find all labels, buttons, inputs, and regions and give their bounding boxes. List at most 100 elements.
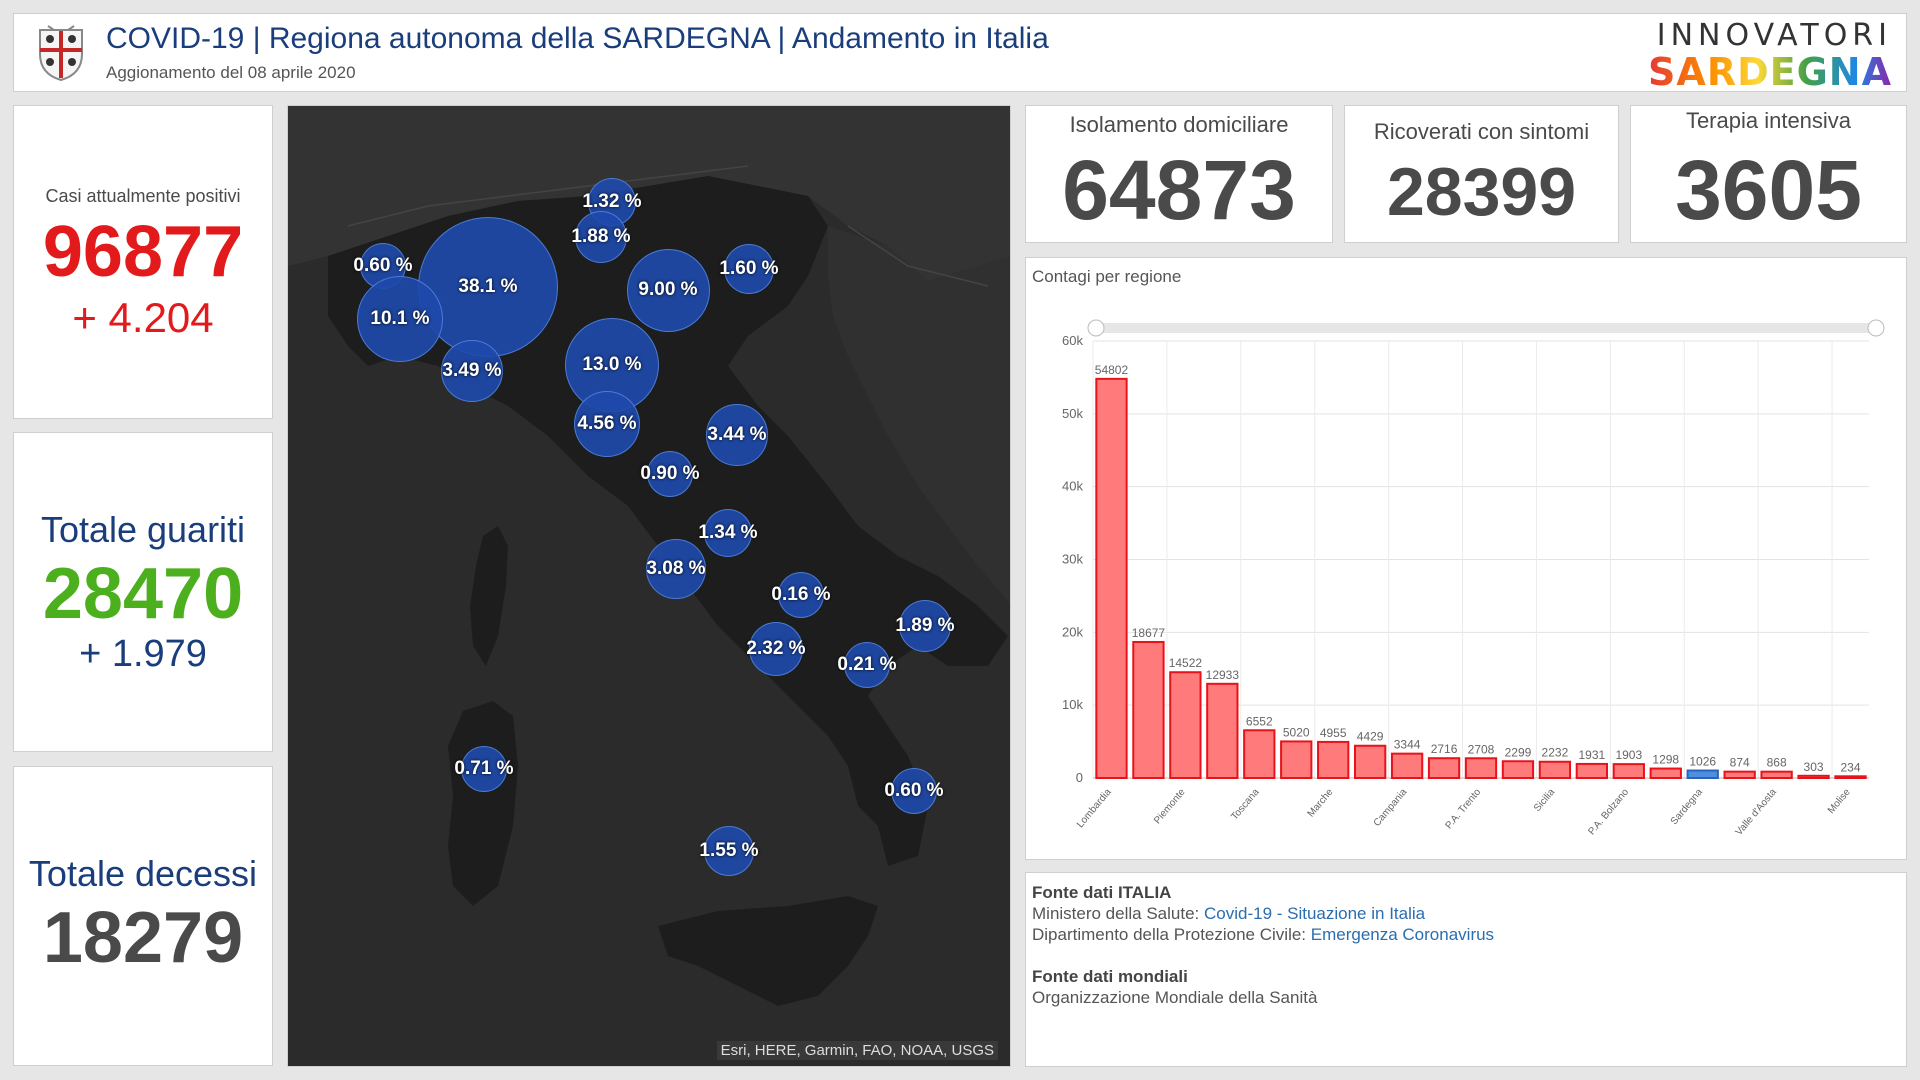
y-tick-label: 50k: [1062, 406, 1083, 421]
range-slider-right-handle[interactable]: [1867, 319, 1885, 337]
bar-value-label: 3344: [1394, 738, 1421, 752]
bar-value-label: 5020: [1283, 725, 1310, 739]
region-bubble-label: 0.71 %: [454, 758, 514, 779]
source-line-ministry: Ministero della Salute: Covid-19 - Situa…: [1032, 903, 1900, 924]
region-bubble-label: 0.90 %: [640, 463, 700, 484]
x-tick-label: Sicilia: [1532, 787, 1557, 814]
update-date: Aggionamento del 08 aprile 2020: [106, 63, 356, 82]
x-tick-label: Campania: [1372, 787, 1410, 829]
bar[interactable]: [1649, 767, 1682, 780]
bar[interactable]: [1501, 760, 1535, 779]
hospitalized-value: 28399: [1386, 154, 1577, 230]
positive-delta: + 4.204: [72, 294, 214, 341]
region-bubble-label: 1.60 %: [719, 257, 779, 279]
bar[interactable]: [1132, 640, 1165, 779]
region-bubble-label: 3.44 %: [707, 423, 767, 445]
bar[interactable]: [1390, 752, 1424, 779]
region-bubble-label: 0.60 %: [884, 780, 944, 801]
region-bubble-label: 3.08 %: [646, 557, 706, 579]
region-bubble-label: 1.88 %: [571, 225, 631, 247]
bar[interactable]: [1280, 740, 1313, 779]
bar[interactable]: [1538, 760, 1572, 779]
region-bubble-label: 0.16 %: [771, 584, 831, 605]
y-tick-label: 30k: [1062, 552, 1083, 567]
bar[interactable]: [1353, 744, 1387, 780]
bar[interactable]: [1464, 757, 1498, 779]
card-positive-cases: Casi attualmente positivi 96877 + 4.204: [13, 105, 273, 419]
map-attribution: Esri, HERE, Garmin, FAO, NOAA, USGS: [716, 1041, 998, 1060]
y-tick-label: 60k: [1062, 333, 1083, 348]
region-bubble[interactable]: 0.60 %: [884, 768, 944, 814]
y-tick-label: 40k: [1062, 479, 1083, 494]
region-bubble-label: 3.49 %: [442, 359, 502, 381]
world-source-title: Fonte dati mondiali: [1032, 967, 1188, 986]
intensive-care-value: 3605: [1675, 143, 1862, 237]
bar-value-label: 2716: [1431, 742, 1458, 756]
region-bubble-label: 1.32 %: [582, 190, 642, 212]
bar[interactable]: [1575, 762, 1609, 779]
hospitalized-label: Ricoverati con sintomi: [1373, 119, 1590, 144]
bar[interactable]: [1317, 740, 1350, 779]
kpi-hospitalized: Ricoverati con sintomi 28399: [1344, 105, 1619, 243]
bar[interactable]: [1797, 774, 1830, 780]
bar[interactable]: [1169, 671, 1202, 780]
civil-protection-link[interactable]: Emergenza Coronavirus: [1310, 925, 1495, 944]
ministry-link[interactable]: Covid-19 - Situazione in Italia: [1203, 904, 1426, 923]
region-bubble[interactable]: 10.1 %: [356, 275, 444, 363]
region-bubble[interactable]: 4.56 %: [573, 390, 641, 458]
region-bubble[interactable]: 9.00 %: [626, 248, 710, 332]
region-bubble[interactable]: 3.08 %: [646, 539, 706, 599]
bar[interactable]: [1612, 763, 1645, 780]
bar[interactable]: [1095, 377, 1128, 779]
region-bubble[interactable]: 3.44 %: [706, 404, 768, 466]
brand-logo-top: INNOVATORI: [1656, 18, 1892, 53]
source-line-civil-protection: Dipartimento della Protezione Civile: Em…: [1032, 924, 1900, 945]
range-slider-track: [1096, 323, 1876, 333]
bar-value-label: 18677: [1132, 626, 1166, 640]
kpi-intensive-care: Terapia intensiva 3605: [1630, 105, 1907, 243]
home-isolation-label: Isolamento domiciliare: [1069, 112, 1289, 137]
region-bubble-label: 9.00 %: [638, 279, 698, 300]
home-isolation-value: 64873: [1062, 143, 1296, 237]
page-title: COVID-19 | Regiona autonoma della SARDEG…: [106, 22, 1049, 55]
bar-chart[interactable]: 0 10k 20k 30k 40k 50k 60k 54802 Lombardia 18677 14…: [1026, 258, 1906, 859]
region-bubble-label: 13.0 %: [582, 353, 642, 375]
region-bubble[interactable]: 0.90 %: [640, 451, 700, 497]
region-bubble[interactable]: 1.89 %: [895, 599, 955, 653]
x-tick-label: Valle d'Aosta: [1734, 787, 1780, 838]
region-bubble[interactable]: 0.16 %: [771, 572, 831, 618]
bar-value-label: 1298: [1652, 753, 1679, 767]
card-healed: Totale guariti 28470 + 1.979: [13, 432, 273, 752]
bar[interactable]: [1427, 757, 1461, 780]
y-tick-label: 20k: [1062, 624, 1083, 639]
region-bubble[interactable]: 1.34 %: [698, 509, 758, 557]
region-bubble[interactable]: 1.60 %: [719, 243, 779, 294]
bar[interactable]: [1686, 769, 1719, 779]
bar[interactable]: [1206, 682, 1239, 780]
region-bubble-label: 2.32 %: [746, 637, 806, 659]
region-bubble[interactable]: 1.55 %: [699, 826, 759, 876]
bar[interactable]: [1243, 729, 1276, 780]
x-tick-label: Toscana: [1229, 787, 1262, 823]
region-bubble[interactable]: 0.21 %: [837, 642, 897, 688]
bar-value-label: 54802: [1095, 363, 1129, 377]
region-bubble[interactable]: 13.0 %: [564, 317, 660, 413]
bar[interactable]: [1723, 770, 1756, 779]
bar-value-label: 2708: [1468, 742, 1495, 756]
region-bubble[interactable]: 1.88 %: [571, 210, 631, 264]
card-deaths: Totale decessi 18279: [13, 766, 273, 1066]
region-bubble[interactable]: 0.71 %: [454, 746, 514, 792]
region-bubble[interactable]: 2.32 %: [746, 621, 806, 677]
bar[interactable]: [1760, 770, 1793, 779]
region-bubble[interactable]: 3.49 %: [441, 340, 503, 402]
y-tick-label: 10k: [1062, 697, 1083, 712]
italy-map[interactable]: 0.60 % 38.1 % 10.1 % 3.49 % 1.32 % 1.88 % 9.00…: [287, 105, 1011, 1067]
bar-value-label: 6552: [1246, 714, 1273, 728]
region-bubble-label: 0.21 %: [837, 654, 897, 675]
healed-value: 28470: [42, 554, 244, 634]
region-bubble-label: 4.56 %: [577, 412, 637, 434]
region-bubble-label: 0.60 %: [353, 255, 413, 276]
region-bubble-label: 38.1 %: [458, 276, 518, 297]
range-slider-left-handle[interactable]: [1087, 319, 1105, 337]
bar[interactable]: [1834, 775, 1867, 780]
